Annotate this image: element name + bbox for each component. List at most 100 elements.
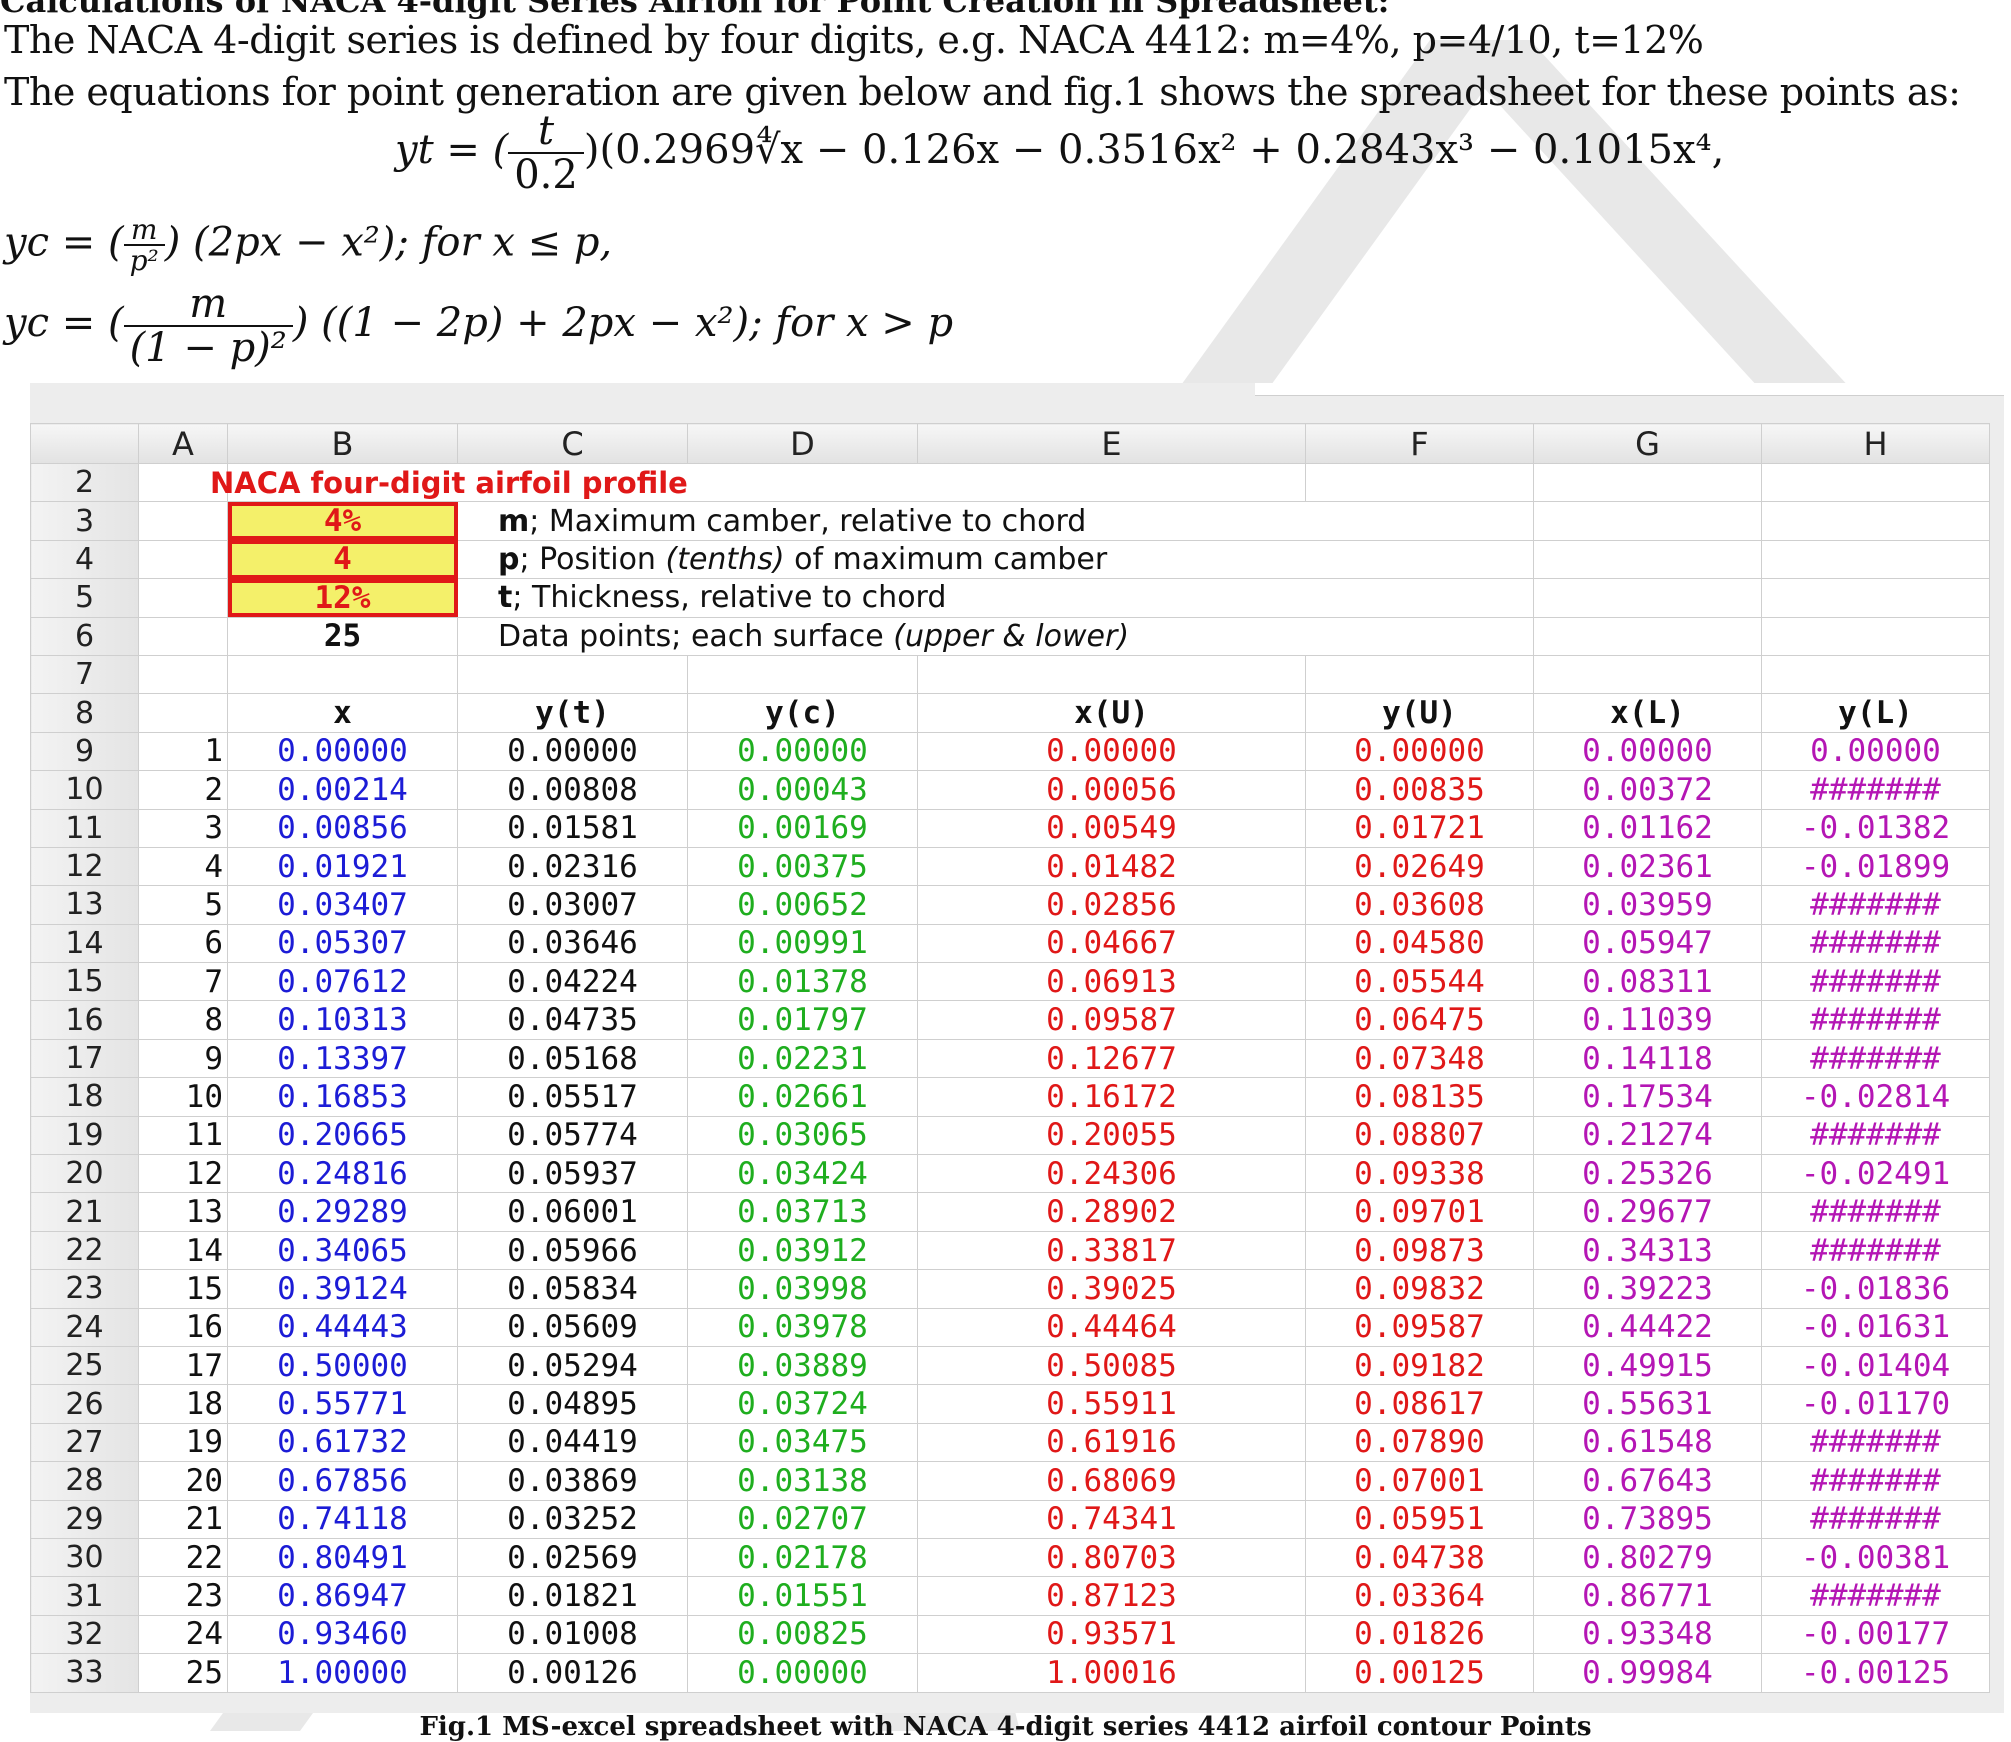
cell-yu[interactable]: 0.01826: [1305, 1614, 1534, 1655]
cell-yl[interactable]: -0.01404: [1761, 1345, 1990, 1386]
cell-yl[interactable]: #######: [1761, 1038, 1990, 1079]
cell-yu[interactable]: 0.05544: [1305, 962, 1534, 1002]
cell-xl[interactable]: 0.21274: [1533, 1115, 1762, 1156]
cell-yl[interactable]: -0.01899: [1761, 846, 1990, 887]
point-index[interactable]: 11: [138, 1115, 228, 1156]
point-index[interactable]: 2: [138, 770, 228, 810]
row-header[interactable]: 3: [30, 501, 139, 541]
column-header-h[interactable]: H: [1761, 423, 1990, 464]
row-header[interactable]: 14: [30, 923, 139, 964]
cell-yc[interactable]: 0.03713: [687, 1192, 918, 1232]
header-x[interactable]: x: [227, 693, 458, 733]
cell-xu[interactable]: 0.39025: [917, 1269, 1306, 1309]
cell[interactable]: [138, 501, 228, 541]
point-index[interactable]: 1: [138, 731, 228, 772]
cell-x[interactable]: 0.00000: [227, 731, 458, 772]
cell-xl[interactable]: 0.93348: [1533, 1614, 1762, 1655]
cell-xu[interactable]: 0.44464: [917, 1307, 1306, 1347]
point-index[interactable]: 10: [138, 1077, 228, 1117]
point-index[interactable]: 24: [138, 1614, 228, 1655]
cell-yt[interactable]: 0.00808: [457, 770, 688, 810]
row-header[interactable]: 25: [30, 1345, 139, 1386]
cell-xl[interactable]: 0.44422: [1533, 1307, 1762, 1347]
header-xl[interactable]: x(L): [1533, 693, 1762, 733]
cell-yu[interactable]: 0.03364: [1305, 1576, 1534, 1616]
cell-yl[interactable]: -0.01170: [1761, 1384, 1990, 1424]
cell-yc[interactable]: 0.01551: [687, 1576, 918, 1616]
cell-yt[interactable]: 0.05834: [457, 1269, 688, 1309]
cell-yu[interactable]: 0.07001: [1305, 1461, 1534, 1501]
cell-yl[interactable]: #######: [1761, 923, 1990, 964]
cell-yu[interactable]: 0.00000: [1305, 731, 1534, 772]
param-p-cell[interactable]: 4: [227, 539, 458, 580]
param-m-label[interactable]: m; Maximum camber, relative to chord: [457, 501, 1534, 541]
row-header[interactable]: 28: [30, 1461, 139, 1501]
row-header[interactable]: 4: [30, 539, 139, 580]
header-xu[interactable]: x(U): [917, 693, 1306, 733]
cell[interactable]: [1533, 654, 1762, 695]
row-header[interactable]: 33: [30, 1653, 139, 1693]
cell-x[interactable]: 0.61732: [227, 1422, 458, 1463]
row-header[interactable]: 19: [30, 1115, 139, 1156]
cell-yl[interactable]: -0.02814: [1761, 1077, 1990, 1117]
row-header[interactable]: 18: [30, 1077, 139, 1117]
point-index[interactable]: 3: [138, 808, 228, 848]
cell-x[interactable]: 0.13397: [227, 1038, 458, 1079]
cell-yu[interactable]: 0.04738: [1305, 1537, 1534, 1578]
cell-xl[interactable]: 0.49915: [1533, 1345, 1762, 1386]
cell-yu[interactable]: 0.08617: [1305, 1384, 1534, 1424]
cell-xl[interactable]: 0.55631: [1533, 1384, 1762, 1424]
cell-yt[interactable]: 0.01821: [457, 1576, 688, 1616]
cell-yc[interactable]: 0.02707: [687, 1499, 918, 1539]
datapoints-cell[interactable]: 25: [227, 616, 458, 656]
param-p-label[interactable]: p; Position (tenths) of maximum camber: [457, 539, 1534, 580]
cell[interactable]: [1305, 462, 1534, 503]
cell-yu[interactable]: 0.08135: [1305, 1077, 1534, 1117]
row-header[interactable]: 5: [30, 578, 139, 618]
cell-yc[interactable]: 0.00825: [687, 1614, 918, 1655]
cell-x[interactable]: 0.03407: [227, 885, 458, 925]
row-header[interactable]: 8: [30, 693, 139, 733]
column-header-g[interactable]: G: [1533, 423, 1762, 464]
cell-yt[interactable]: 0.05517: [457, 1077, 688, 1117]
cell-yc[interactable]: 0.03065: [687, 1115, 918, 1156]
row-header[interactable]: 21: [30, 1192, 139, 1232]
cell-yt[interactable]: 0.06001: [457, 1192, 688, 1232]
cell[interactable]: [1533, 539, 1762, 580]
cell-yu[interactable]: 0.05951: [1305, 1499, 1534, 1539]
cell-yt[interactable]: 0.05774: [457, 1115, 688, 1156]
cell-yc[interactable]: 0.00043: [687, 770, 918, 810]
cell-xl[interactable]: 0.61548: [1533, 1422, 1762, 1463]
cell-yu[interactable]: 0.07348: [1305, 1038, 1534, 1079]
cell-yc[interactable]: 0.03475: [687, 1422, 918, 1463]
cell-x[interactable]: 0.01921: [227, 846, 458, 887]
cell-yu[interactable]: 0.04580: [1305, 923, 1534, 964]
row-header[interactable]: 6: [30, 616, 139, 656]
cell-x[interactable]: 0.55771: [227, 1384, 458, 1424]
cell-xu[interactable]: 0.00056: [917, 770, 1306, 810]
cell-yl[interactable]: #######: [1761, 1576, 1990, 1616]
cell-yl[interactable]: -0.00381: [1761, 1537, 1990, 1578]
cell-xl[interactable]: 0.05947: [1533, 923, 1762, 964]
cell-yt[interactable]: 0.05609: [457, 1307, 688, 1347]
row-header[interactable]: 12: [30, 846, 139, 887]
cell-yl[interactable]: -0.02491: [1761, 1154, 1990, 1194]
cell-x[interactable]: 0.29289: [227, 1192, 458, 1232]
row-header[interactable]: 10: [30, 770, 139, 810]
point-index[interactable]: 8: [138, 1000, 228, 1040]
cell-x[interactable]: 0.00856: [227, 808, 458, 848]
row-header[interactable]: 15: [30, 962, 139, 1002]
cell-xl[interactable]: 0.08311: [1533, 962, 1762, 1002]
cell[interactable]: [138, 693, 228, 733]
cell-yc[interactable]: 0.02661: [687, 1077, 918, 1117]
param-m-cell[interactable]: 4%: [227, 501, 458, 541]
cell-x[interactable]: 0.39124: [227, 1269, 458, 1309]
row-header[interactable]: 29: [30, 1499, 139, 1539]
cell[interactable]: [1761, 578, 1990, 618]
cell-yc[interactable]: 0.03424: [687, 1154, 918, 1194]
cell-yl[interactable]: -0.00125: [1761, 1653, 1990, 1693]
cell-xu[interactable]: 0.02856: [917, 885, 1306, 925]
cell-yc[interactable]: 0.00991: [687, 923, 918, 964]
cell-xu[interactable]: 0.28902: [917, 1192, 1306, 1232]
point-index[interactable]: 4: [138, 846, 228, 887]
